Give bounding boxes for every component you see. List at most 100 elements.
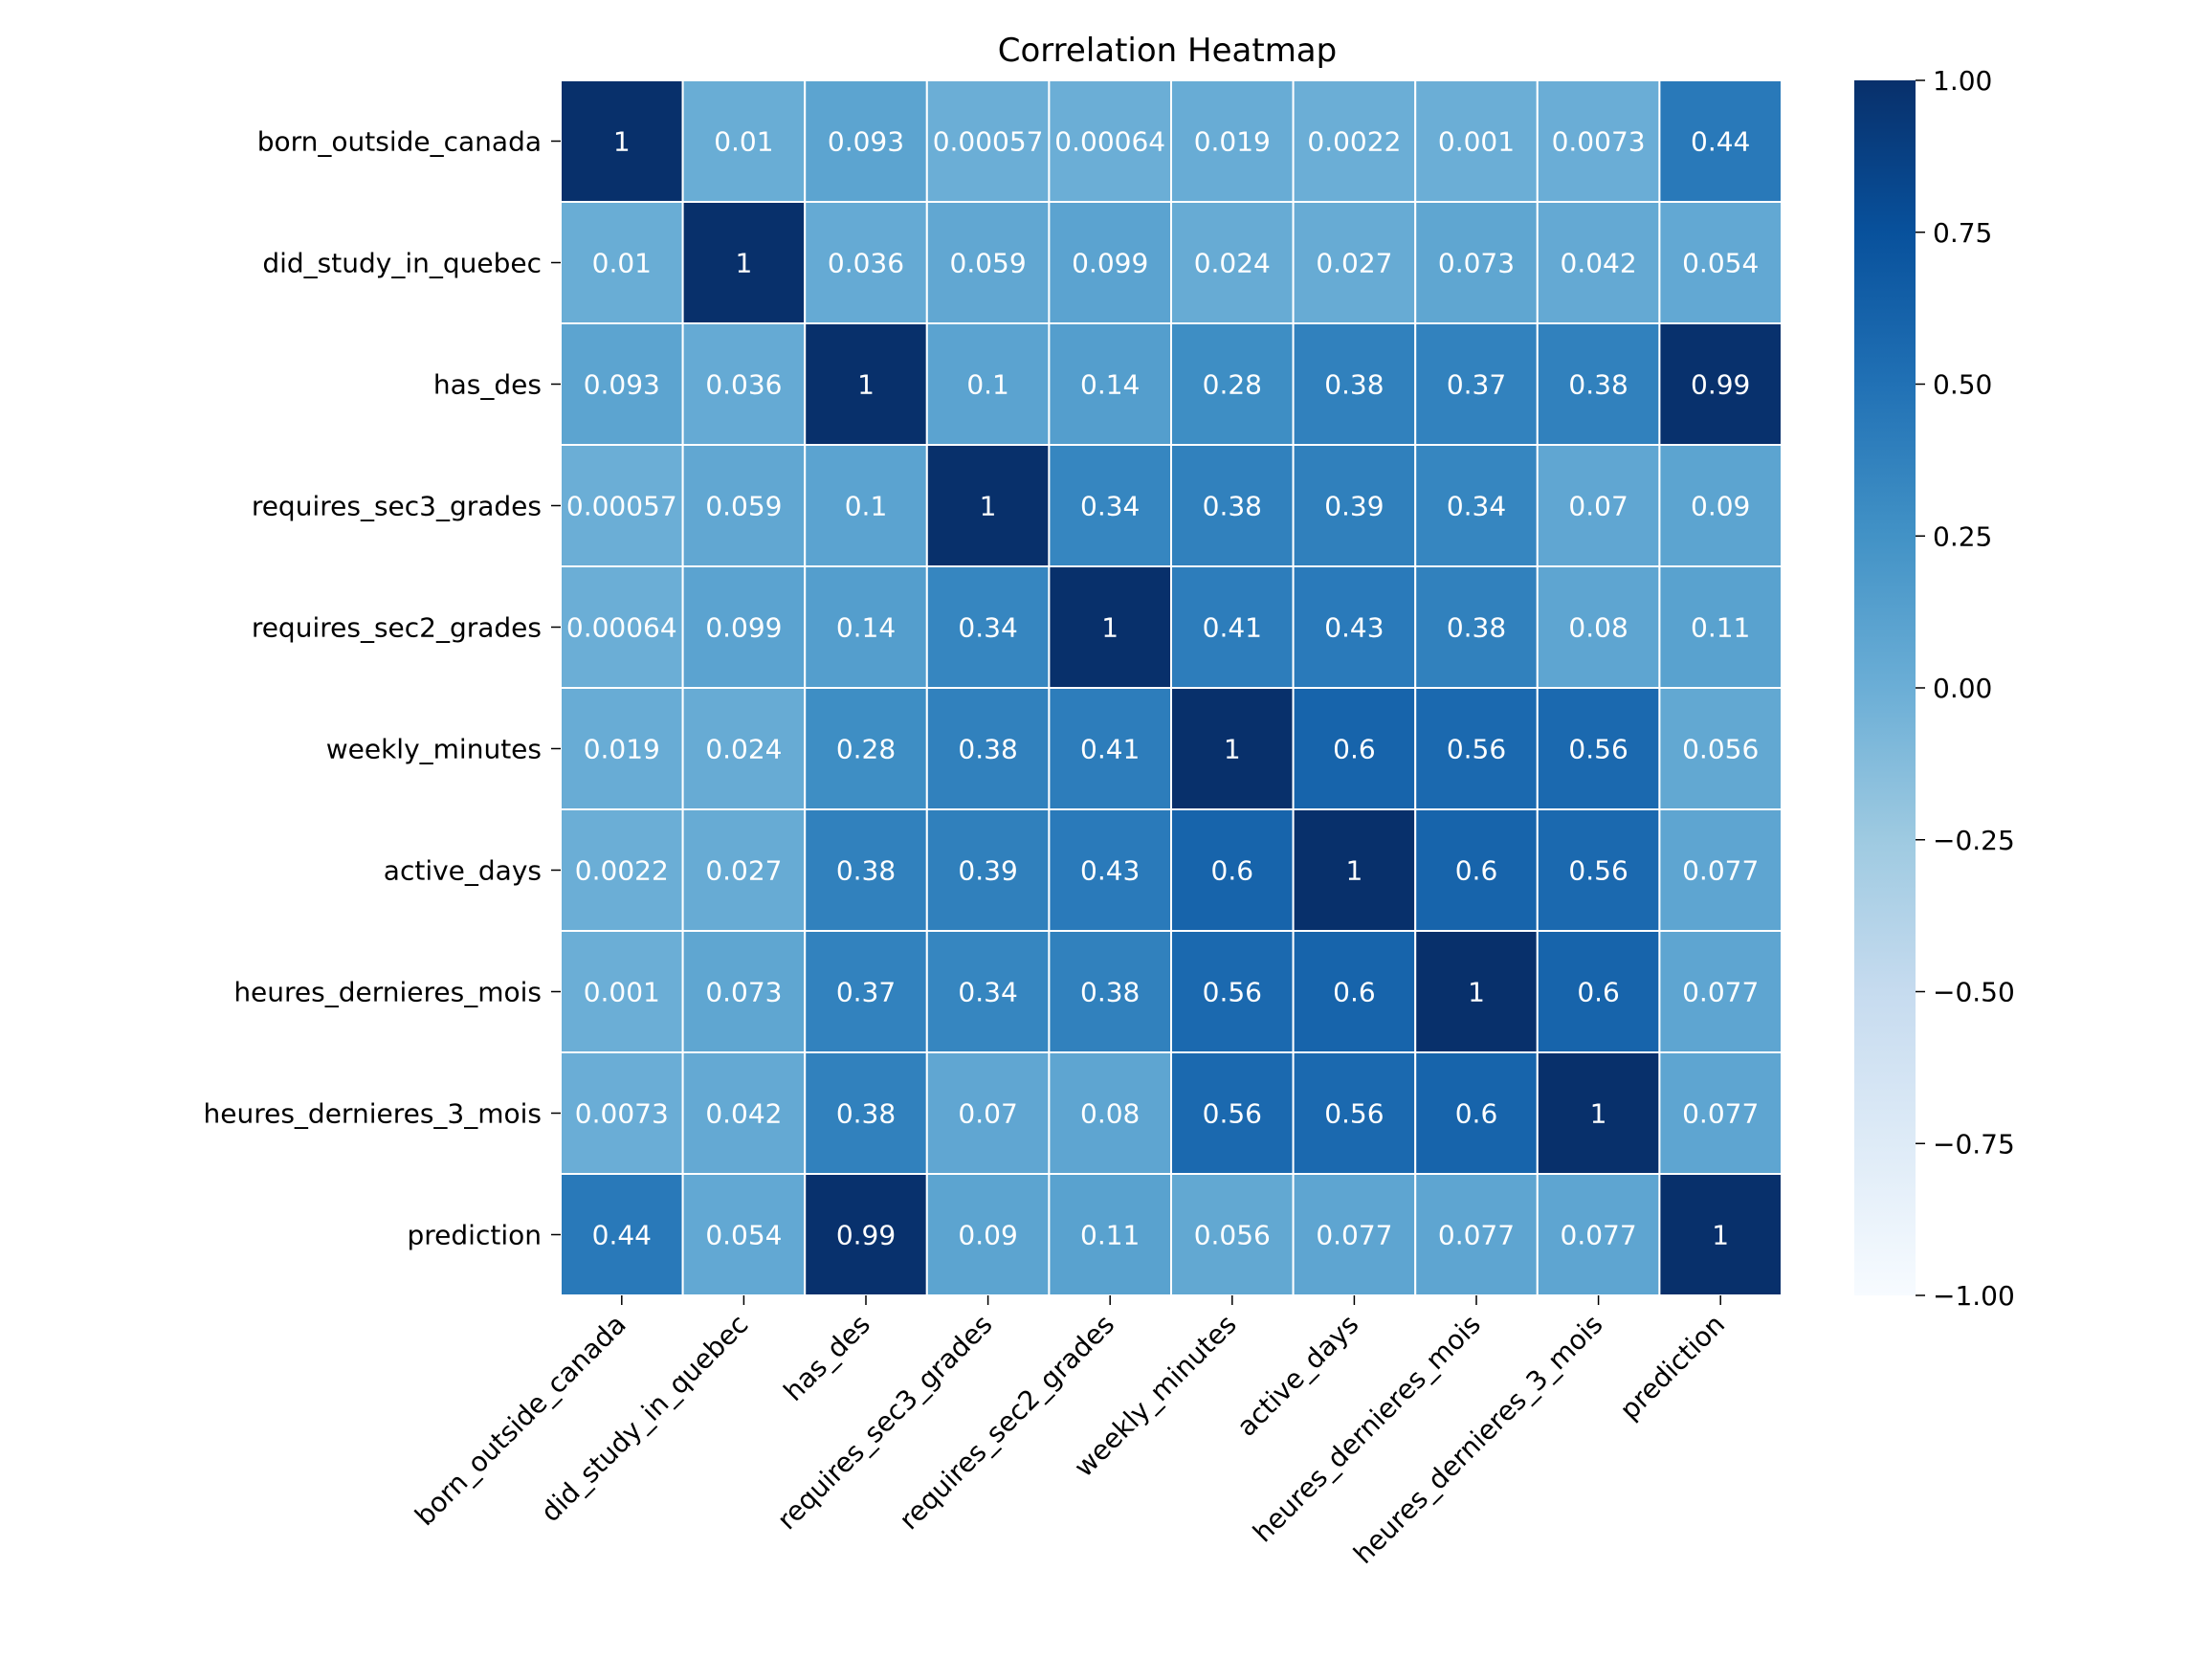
colorbar-tick-label: 0.50 — [1933, 369, 1992, 401]
colorbar-tick-label: −0.50 — [1933, 977, 2015, 1008]
x-tick-label: born_outside_canada — [409, 1309, 632, 1533]
cell-annotation: 0.6 — [1211, 855, 1254, 887]
cell-annotation: 0.027 — [705, 855, 782, 887]
cell-annotation: 0.019 — [584, 734, 660, 765]
cell-annotation: 0.56 — [1447, 734, 1506, 765]
cell-annotation: 0.11 — [1080, 1220, 1140, 1251]
heatmap-cell — [1170, 444, 1295, 567]
cell-annotation: 0.34 — [958, 612, 1017, 644]
cell-annotation: 0.1 — [845, 491, 888, 522]
heatmap-cell — [1414, 201, 1539, 324]
cell-annotation: 0.054 — [705, 1220, 782, 1251]
heatmap-cell — [1658, 808, 1783, 932]
heatmap-cell — [1292, 322, 1417, 446]
cell-annotation: 1 — [1468, 977, 1485, 1008]
heatmap-cell — [1170, 687, 1295, 810]
heatmap-cell — [1170, 565, 1295, 689]
cell-annotation: 0.056 — [1194, 1220, 1271, 1251]
cell-annotation: 0.37 — [836, 977, 896, 1008]
cell-annotation: 0.56 — [1203, 1098, 1262, 1130]
colorbar-tick-label: 0.75 — [1933, 217, 1992, 249]
cell-annotation: 0.38 — [1203, 491, 1262, 522]
cell-annotation: 1 — [613, 126, 631, 158]
heatmap-cell — [925, 1051, 1051, 1175]
cell-annotation: 0.99 — [1691, 369, 1750, 401]
y-tick-label: heures_dernieres_mois — [233, 977, 542, 1008]
cell-annotation: 0.00064 — [566, 612, 677, 644]
cell-annotation: 0.093 — [828, 126, 904, 158]
heatmap-cell — [560, 79, 684, 203]
y-tick-label: requires_sec2_grades — [252, 612, 542, 644]
cell-annotation: 0.001 — [1438, 126, 1515, 158]
cell-annotation: 1 — [857, 369, 875, 401]
cell-annotation: 0.6 — [1455, 855, 1498, 887]
cell-annotation: 0.077 — [1438, 1220, 1515, 1251]
cell-annotation: 0.077 — [1682, 855, 1759, 887]
heatmap-cell — [804, 565, 928, 689]
heatmap-cell — [1048, 1051, 1173, 1175]
heatmap-cell — [1170, 930, 1295, 1053]
cell-annotation: 0.073 — [1438, 248, 1515, 279]
heatmap-cell — [560, 322, 684, 446]
heatmap-cell — [1048, 1173, 1173, 1296]
heatmap-cell — [1414, 322, 1539, 446]
heatmap-cell — [681, 930, 807, 1053]
cell-annotation: 0.09 — [958, 1220, 1017, 1251]
heatmap-cell — [1414, 79, 1539, 203]
heatmap-cell — [804, 322, 928, 446]
cell-annotation: 0.042 — [705, 1098, 782, 1130]
x-tick-label: did_study_in_quebec — [535, 1309, 755, 1529]
heatmap-cell — [1414, 808, 1539, 932]
cell-annotation: 0.6 — [1333, 734, 1376, 765]
cell-annotation: 0.059 — [950, 248, 1027, 279]
cell-annotation: 0.41 — [1080, 734, 1140, 765]
cell-annotation: 0.00057 — [566, 491, 677, 522]
cell-annotation: 1 — [1345, 855, 1362, 887]
heatmap-cells: 1 0.01 0.093 0.00057 0.00064 0.019 0.0022 0.001… — [560, 79, 1783, 1296]
cell-annotation: 0.39 — [958, 855, 1017, 887]
cell-annotation: 1 — [1712, 1220, 1729, 1251]
heatmap-cell — [1292, 930, 1417, 1053]
cell-annotation: 0.01 — [714, 126, 773, 158]
y-axis-ticks: born_outside_canada did_study_in_quebecha… — [204, 126, 561, 1251]
cell-annotation: 0.6 — [1455, 1098, 1498, 1130]
cell-annotation: 0.6 — [1577, 977, 1620, 1008]
y-tick-label: weekly_minutes — [326, 734, 542, 765]
cell-annotation: 0.56 — [1568, 855, 1628, 887]
y-tick-label: did_study_in_quebec — [262, 248, 542, 279]
cell-annotation: 0.99 — [836, 1220, 896, 1251]
heatmap-cell — [1170, 79, 1295, 203]
heatmap-cell — [1048, 687, 1173, 810]
heatmap-cell — [1658, 565, 1783, 689]
colorbar-gradient — [1854, 80, 1916, 1295]
cell-annotation: 0.34 — [1447, 491, 1506, 522]
heatmap-cell — [681, 79, 807, 203]
heatmap-cell — [560, 444, 684, 567]
heatmap-cell — [1536, 808, 1661, 932]
colorbar-tick-label: 1.00 — [1933, 65, 1992, 97]
cell-annotation: 0.024 — [1194, 248, 1271, 279]
cell-annotation: 0.042 — [1561, 248, 1637, 279]
cell-annotation: 0.077 — [1682, 977, 1759, 1008]
cell-annotation: 0.099 — [705, 612, 782, 644]
heatmap-cell — [925, 79, 1051, 203]
cell-annotation: 0.38 — [1324, 369, 1384, 401]
colorbar-tick-label: −0.75 — [1933, 1128, 2015, 1160]
cell-annotation: 0.024 — [705, 734, 782, 765]
heatmap-cell — [1658, 1173, 1783, 1296]
cell-annotation: 0.28 — [1203, 369, 1262, 401]
heatmap-cell — [1292, 1051, 1417, 1175]
x-tick-label: heures_dernieres_mois — [1247, 1309, 1487, 1549]
heatmap-cell — [1292, 201, 1417, 324]
x-tick-label: prediction — [1613, 1309, 1731, 1426]
cell-annotation: 1 — [980, 491, 997, 522]
cell-annotation: 0.38 — [1568, 369, 1628, 401]
heatmap-cell — [1414, 1173, 1539, 1296]
heatmap-cell — [1658, 79, 1783, 203]
heatmap-cell — [1536, 201, 1661, 324]
heatmap-cell — [1414, 1051, 1539, 1175]
heatmap-cell — [681, 565, 807, 689]
x-tick-label: active_days — [1230, 1309, 1364, 1443]
x-tick-label: has_des — [778, 1309, 876, 1407]
y-tick-label: requires_sec3_grades — [252, 491, 542, 522]
